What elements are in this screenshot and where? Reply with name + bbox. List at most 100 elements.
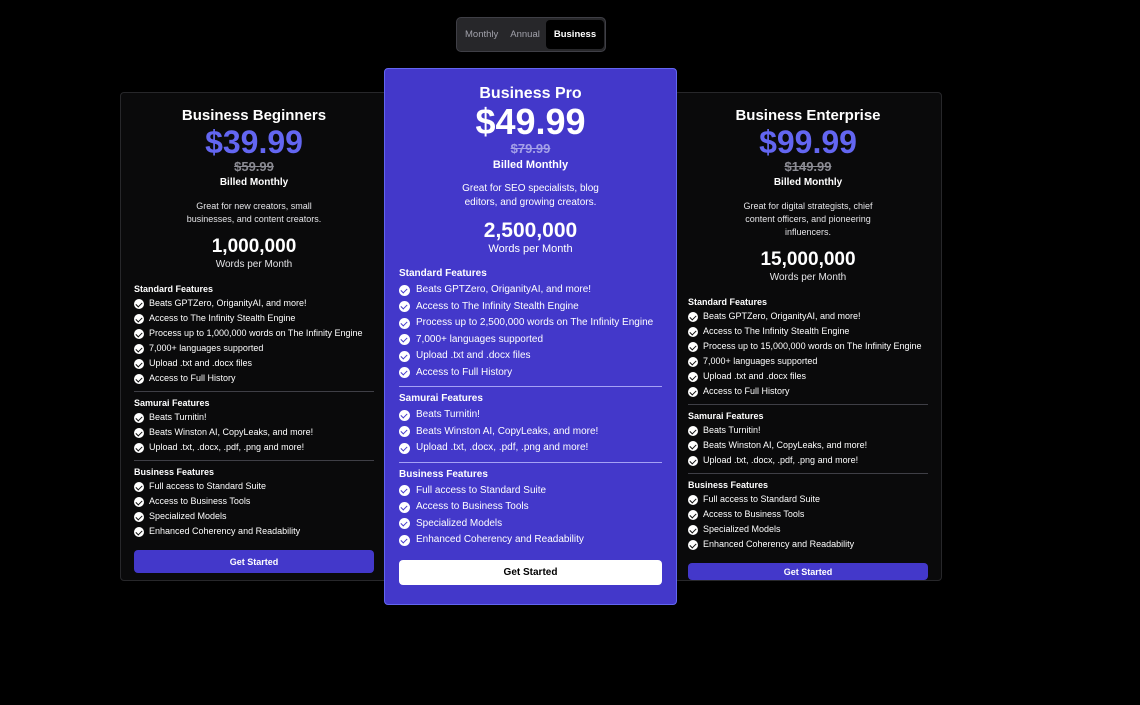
word-count: 1,000,000: [211, 236, 297, 257]
feature-item: Upload .txt and .docx files: [399, 348, 662, 365]
feature-item: Enhanced Coherency and Readability: [134, 524, 374, 539]
feature-list: Standard Features Beats GPTZero, Origanit…: [134, 282, 374, 542]
feature-text: Access to Full History: [149, 373, 236, 383]
check-circle-icon: [134, 496, 144, 507]
feature-item: Upload .txt and .docx files: [134, 356, 374, 371]
feature-text: Upload .txt, .docx, .pdf, .png and more!: [703, 455, 859, 465]
feature-text: Upload .txt, .docx, .pdf, .png and more!: [416, 442, 589, 453]
feature-item: Full access to Standard Suite: [134, 479, 374, 494]
feature-text: Beats GPTZero, OriganityAI, and more!: [416, 284, 592, 295]
check-circle-icon: [399, 442, 410, 454]
check-circle-icon: [688, 494, 698, 505]
check-circle-icon: [134, 442, 144, 453]
feature-item: Beats GPTZero, OriganityAI, and more!: [688, 309, 928, 324]
feature-item: Beats GPTZero, OriganityAI, and more!: [134, 296, 374, 311]
check-circle-icon: [399, 350, 410, 362]
feature-text: Access to The Infinity Stealth Engine: [416, 300, 579, 312]
feature-text: Beats Turnitin!: [416, 409, 480, 420]
feature-list: Standard Features Beats GPTZero, Origanit…: [688, 295, 928, 555]
feature-text: 7,000+ languages supported: [416, 333, 544, 345]
feature-text: Beats Winston AI, CopyLeaks, and more!: [416, 425, 599, 437]
feature-item: 7,000+ languages supported: [134, 341, 374, 356]
feature-item: Upload .txt, .docx, .pdf, .png and more!: [399, 440, 662, 457]
feature-text: Process up to 15,000,000 words on The In…: [703, 341, 922, 351]
feature-item: Enhanced Coherency and Readability: [399, 532, 662, 549]
plan-name: Business Pro: [479, 85, 582, 102]
feature-item: Upload .txt, .docx, .pdf, .png and more!: [134, 440, 374, 455]
feature-text: Enhanced Coherency and Readability: [703, 539, 855, 549]
check-circle-icon: [134, 328, 144, 339]
check-circle-icon: [399, 426, 410, 438]
feature-item: Enhanced Coherency and Readability: [688, 537, 928, 552]
feature-section: Business Features Full access to Standard…: [134, 460, 374, 542]
check-circle-icon: [399, 409, 410, 421]
plan-description: Great for new creators, small businesses…: [186, 201, 322, 224]
plan-old-price: $149.99: [784, 159, 832, 174]
plan-card-business-enterprise: Business Enterprise $99.99 $149.99 Billed M…: [674, 92, 942, 581]
billing-toggle: Monthly Annual Business: [456, 17, 606, 52]
billing-period: Billed Monthly: [773, 177, 843, 188]
check-circle-icon: [688, 371, 698, 382]
check-circle-icon: [399, 367, 410, 379]
feature-item: Full access to Standard Suite: [399, 483, 662, 500]
feature-item: Beats Winston AI, CopyLeaks, and more!: [134, 425, 374, 440]
feature-item: Specialized Models: [134, 509, 374, 524]
check-circle-icon: [688, 311, 698, 322]
get-started-button[interactable]: Get Started: [399, 559, 662, 585]
feature-text: Process up to 2,500,000 words on The Inf…: [416, 317, 654, 328]
toggle-business[interactable]: Business: [545, 20, 605, 49]
check-circle-icon: [688, 326, 698, 337]
feature-section: Standard Features Beats GPTZero, Origanit…: [688, 295, 928, 402]
feature-item: Access to Full History: [399, 365, 662, 382]
feature-item: Access to The Infinity Stealth Engine: [399, 299, 662, 316]
feature-text: 7,000+ languages supported: [703, 356, 818, 366]
feature-item: Process up to 2,500,000 words on The Inf…: [399, 315, 662, 332]
check-circle-icon: [688, 386, 698, 397]
feature-text: Access to Business Tools: [703, 509, 805, 519]
check-circle-icon: [399, 518, 410, 530]
check-circle-icon: [688, 341, 698, 352]
plan-price: $49.99: [475, 101, 586, 142]
feature-item: Access to Business Tools: [688, 507, 928, 522]
check-circle-icon: [688, 356, 698, 367]
plan-old-price: $79.99: [510, 141, 551, 156]
word-count: 2,500,000: [483, 219, 578, 242]
feature-item: Access to Full History: [134, 371, 374, 386]
check-circle-icon: [399, 284, 410, 296]
feature-section: Business Features Full access to Standard…: [399, 461, 662, 552]
check-circle-icon: [134, 511, 144, 522]
feature-text: Beats Winston AI, CopyLeaks, and more!: [703, 440, 868, 450]
feature-item: Beats Turnitin!: [134, 410, 374, 425]
word-count-label: Words per Month: [215, 259, 293, 270]
check-circle-icon: [134, 313, 144, 324]
feature-text: Specialized Models: [703, 524, 781, 534]
feature-item: Beats GPTZero, OriganityAI, and more!: [399, 282, 662, 299]
toggle-monthly[interactable]: Monthly: [465, 29, 499, 40]
word-count-label: Words per Month: [769, 272, 847, 283]
feature-item: Upload .txt and .docx files: [688, 369, 928, 384]
feature-section-title: Standard Features: [399, 268, 487, 279]
feature-text: Beats Turnitin!: [703, 425, 761, 435]
feature-text: Specialized Models: [149, 511, 227, 521]
get-started-button[interactable]: Get Started: [134, 550, 374, 573]
check-circle-icon: [134, 373, 144, 384]
word-count: 15,000,000: [760, 249, 856, 270]
plan-description: Great for digital strategists, chief con…: [743, 201, 873, 237]
check-circle-icon: [399, 501, 410, 513]
check-circle-icon: [134, 343, 144, 354]
check-circle-icon: [688, 425, 698, 436]
feature-item: Process up to 15,000,000 words on The In…: [688, 339, 928, 354]
check-circle-icon: [399, 301, 410, 313]
plan-card-business-pro: Business Pro $49.99 $79.99 Billed Monthly Gr…: [384, 68, 677, 605]
plan-name: Business Beginners: [181, 107, 327, 124]
check-circle-icon: [399, 534, 410, 546]
feature-item: Beats Turnitin!: [688, 423, 928, 438]
feature-section-title: Business Features: [399, 468, 488, 480]
feature-text: Access to The Infinity Stealth Engine: [703, 326, 850, 336]
feature-text: Full access to Standard Suite: [703, 494, 821, 504]
feature-item: 7,000+ languages supported: [688, 354, 928, 369]
check-circle-icon: [688, 455, 698, 466]
get-started-button[interactable]: Get Started: [688, 563, 928, 580]
feature-list: Standard Features Beats GPTZero, Origanit…: [399, 266, 662, 552]
toggle-annual[interactable]: Annual: [510, 29, 540, 40]
